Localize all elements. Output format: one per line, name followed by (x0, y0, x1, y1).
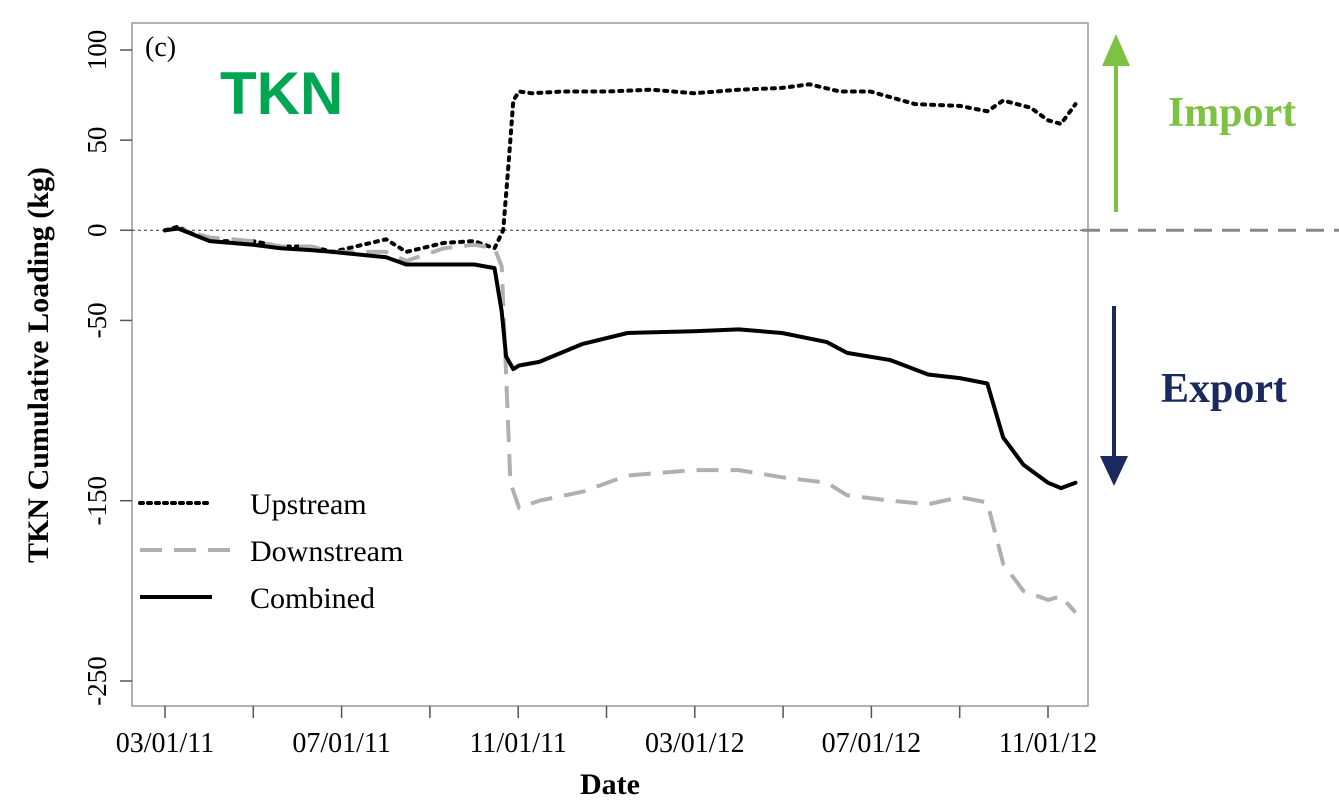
y-tick-label: 0 (82, 224, 112, 238)
y-axis-ticks: 100 50 0 -50 -150 -250 (82, 30, 132, 706)
x-axis-label: Date (580, 768, 640, 801)
x-tick-label: 07/01/12 (822, 728, 922, 759)
y-tick-label: 100 (82, 30, 112, 71)
series-layer (163, 82, 1078, 614)
y-tick-label: -250 (82, 656, 112, 706)
y-tick-label: -50 (82, 302, 112, 338)
x-tick-label: 11/01/12 (999, 728, 1098, 759)
legend-label-upstream: Upstream (250, 488, 367, 521)
x-tick-label: 03/01/11 (116, 728, 215, 759)
legend-label-downstream: Downstream (250, 535, 403, 568)
legend: Upstream Downstream Combined (138, 488, 403, 615)
series-line-upstream (163, 82, 1078, 254)
export-arrowhead-icon (1100, 456, 1128, 486)
x-tick-label: 07/01/11 (292, 728, 391, 759)
series-line-combined (163, 226, 1078, 491)
legend-label-combined: Combined (250, 582, 375, 615)
chart-title: TKN (220, 60, 343, 127)
panel-label: (c) (145, 32, 176, 63)
import-label: Import (1168, 90, 1296, 136)
x-tick-label: 11/01/11 (469, 728, 566, 759)
y-axis-label: TKN Cumulative Loading (kg) (22, 167, 55, 563)
x-axis-ticks: 03/01/11 07/01/11 11/01/11 03/01/12 07/01/12… (116, 706, 1098, 759)
y-tick-label: -150 (82, 476, 112, 526)
import-arrowhead-icon (1102, 34, 1130, 66)
export-label: Export (1161, 366, 1287, 412)
export-annotation: Export (1100, 306, 1287, 486)
y-tick-label: 50 (82, 127, 112, 154)
x-tick-label: 03/01/12 (645, 728, 745, 759)
series-line-downstream (164, 226, 1077, 614)
import-annotation: Import (1102, 34, 1296, 212)
plot-frame (131, 22, 1089, 707)
